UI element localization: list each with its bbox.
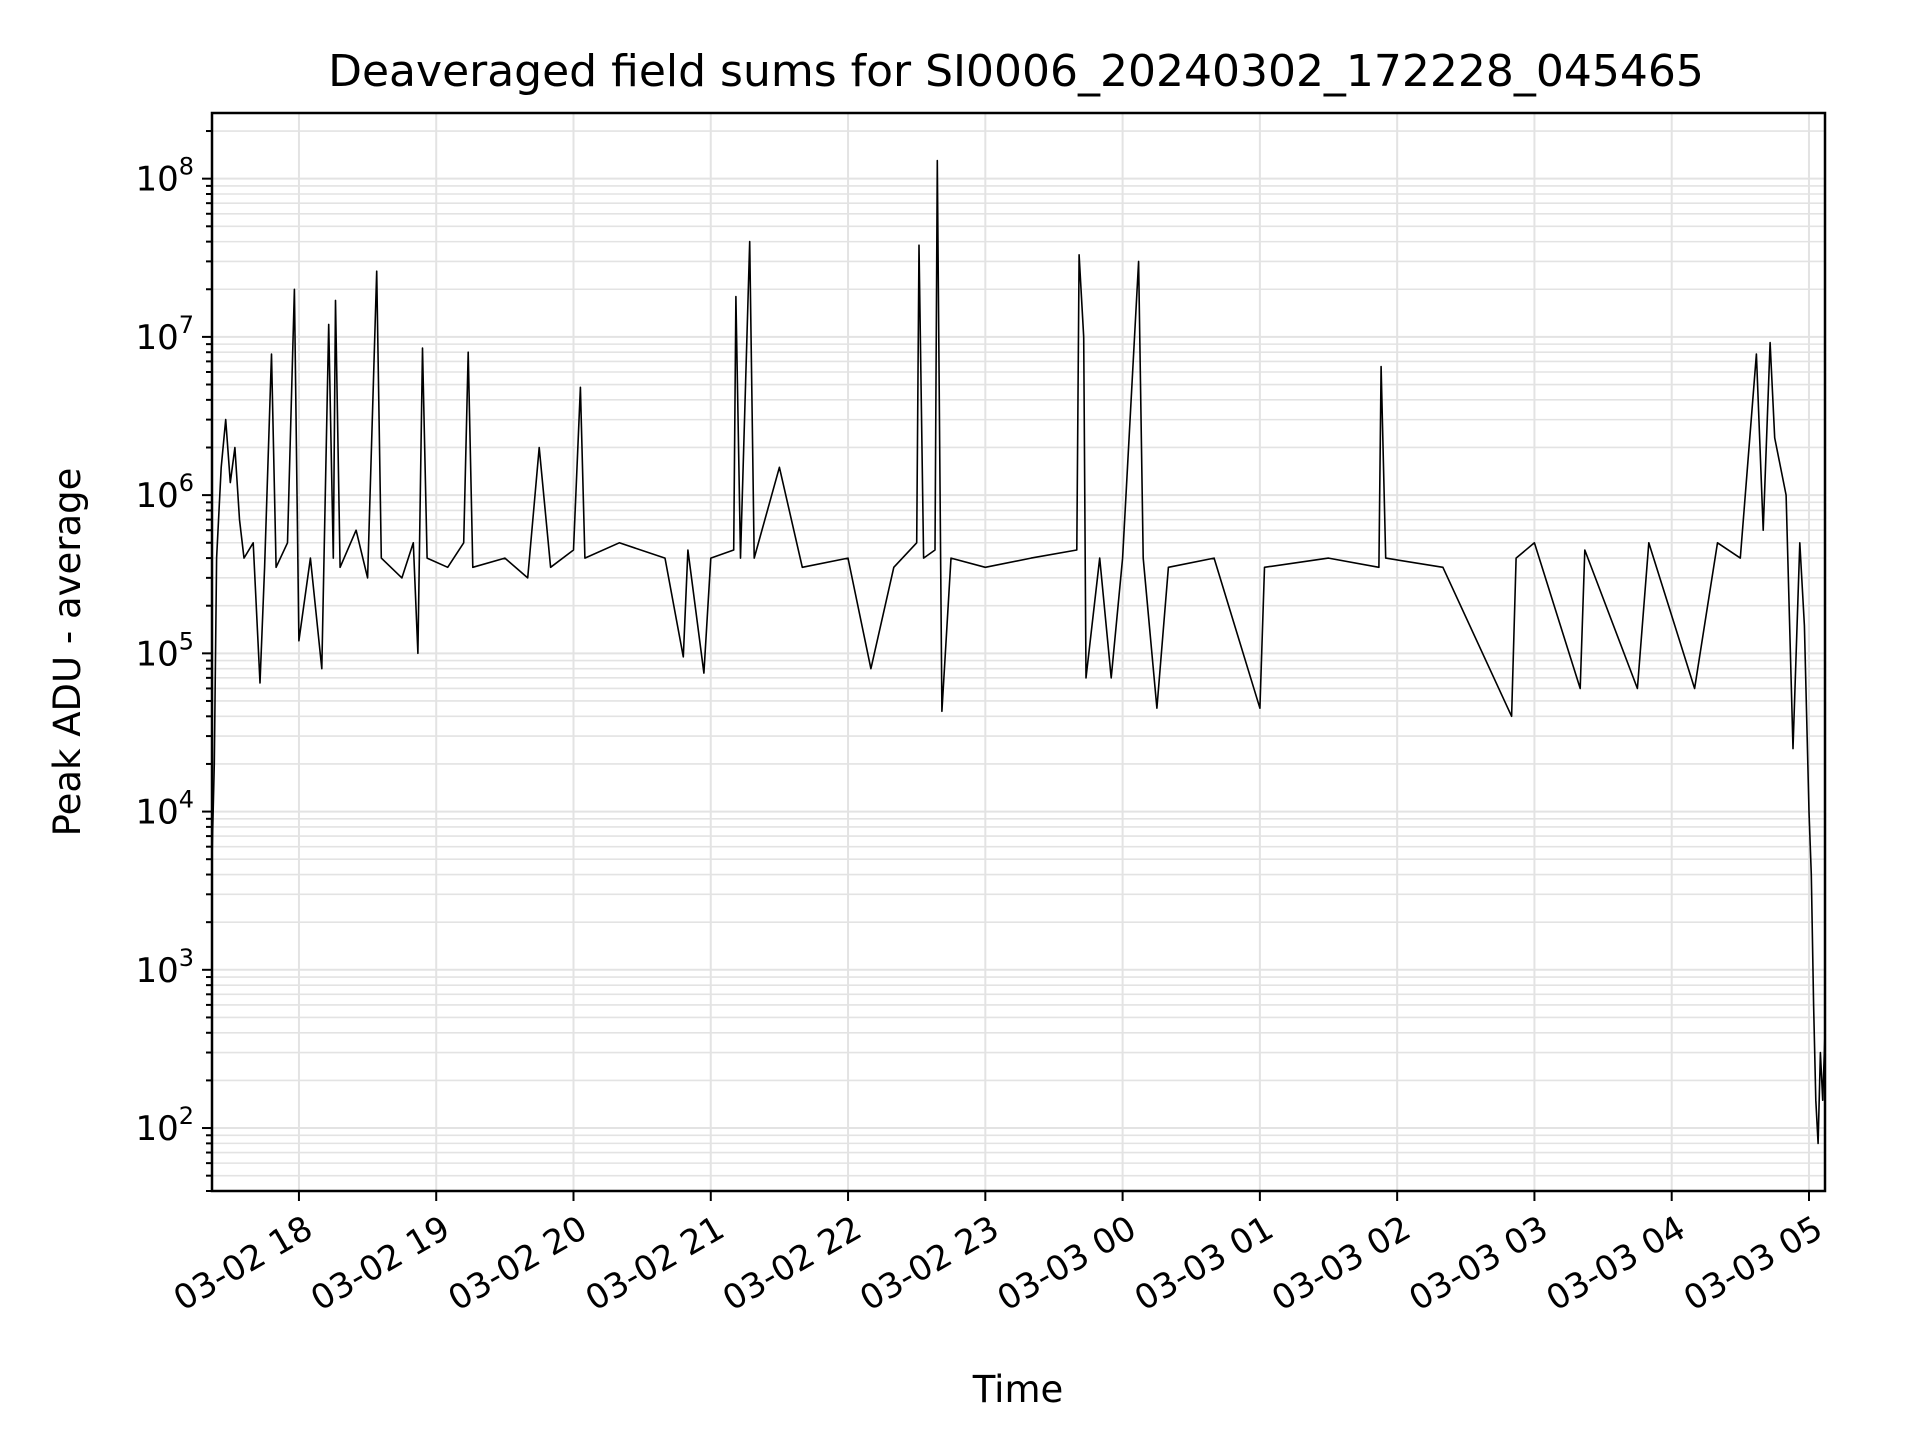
y-axis-label: Peak ADU - average bbox=[46, 468, 89, 837]
y-tick-label: 102 bbox=[135, 1102, 194, 1149]
y-axis: 102 103 104 105 106 107 108 bbox=[135, 130, 212, 1192]
plot-frame bbox=[210, 111, 1827, 1193]
y-tick-label: 103 bbox=[135, 944, 194, 991]
x-axis-label: Time bbox=[972, 1368, 1064, 1411]
y-tick-label: 107 bbox=[135, 311, 194, 358]
series-layer bbox=[211, 159, 1826, 1145]
series-line bbox=[211, 159, 1826, 1145]
chart-title: Deaveraged field sums for SI0006_2024030… bbox=[328, 46, 1704, 97]
y-tick-label: 105 bbox=[135, 627, 194, 674]
y-tick-label: 106 bbox=[135, 469, 194, 516]
grid bbox=[212, 113, 1825, 1192]
y-tick-label: 108 bbox=[135, 153, 194, 200]
y-tick-label: 104 bbox=[135, 786, 194, 833]
